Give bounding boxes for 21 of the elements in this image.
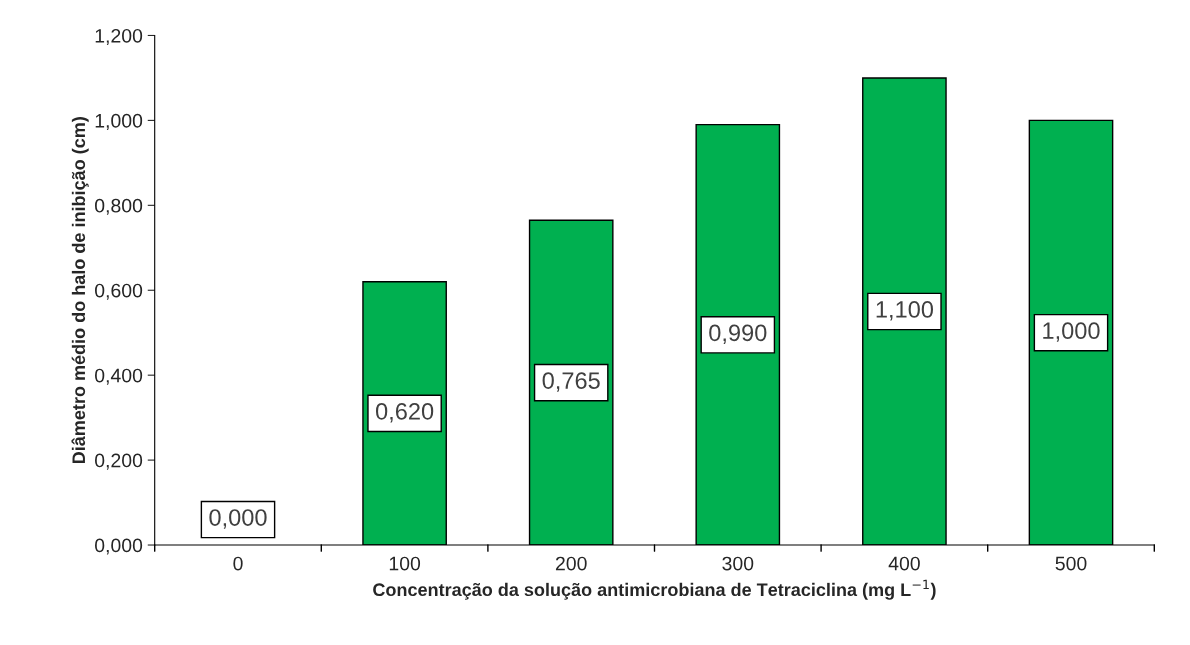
x-axis-title: Concentração da solução antimicrobiana de Tetraciclina (mg L$^{−1}$) <box>373 579 936 600</box>
x-tick-label: 500 <box>1055 556 1087 571</box>
x-tick-label: 400 <box>888 556 920 571</box>
y-tick-label: 0,000 <box>95 538 143 555</box>
data-label: 0,620 <box>375 403 434 423</box>
data-label: 0,765 <box>542 372 600 392</box>
x-tick-label: 0 <box>233 556 243 571</box>
y-tick-label: 1,200 <box>95 28 143 46</box>
y-tick-label: 0,800 <box>95 198 143 215</box>
y-tick-label: 1,000 <box>95 113 143 130</box>
data-label: 1,000 <box>1043 322 1100 342</box>
x-tick-label: 300 <box>722 556 754 571</box>
data-label: 0,000 <box>209 509 267 529</box>
x-tick-label: 200 <box>555 556 587 571</box>
y-tick-label: 0,400 <box>95 368 143 385</box>
y-tick-label: 0,600 <box>95 283 143 300</box>
y-tick-label: 0,200 <box>95 453 143 470</box>
data-label: 0,990 <box>709 324 767 344</box>
data-label: 1,100 <box>876 301 934 321</box>
x-tick-label: 100 <box>389 556 421 571</box>
y-axis-title: Diâmetro médio do halo de inibição (cm) <box>71 117 89 464</box>
